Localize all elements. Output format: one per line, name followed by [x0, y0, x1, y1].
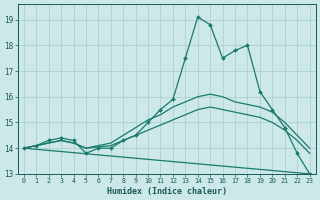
X-axis label: Humidex (Indice chaleur): Humidex (Indice chaleur): [107, 187, 227, 196]
